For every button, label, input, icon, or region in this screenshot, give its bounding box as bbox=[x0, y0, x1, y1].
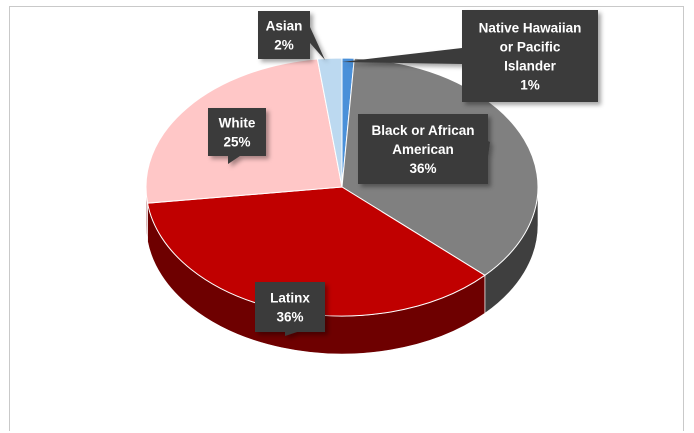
callout-asian: Asian 2% bbox=[258, 11, 325, 60]
callout-box bbox=[462, 10, 598, 102]
callout-black-or-african-american: Black or African American 36% bbox=[358, 114, 490, 184]
callout-box bbox=[255, 282, 325, 332]
data-label-category: or Pacific bbox=[500, 40, 561, 55]
callout-pointer bbox=[285, 332, 297, 336]
data-label-category: White bbox=[219, 116, 256, 131]
callout-box bbox=[258, 11, 310, 59]
callout-pointer bbox=[228, 156, 240, 164]
data-label-category: Latinx bbox=[270, 291, 310, 306]
data-label-percent: 25% bbox=[223, 135, 250, 150]
pie-slice-asian bbox=[316, 57, 343, 188]
data-label-percent: 1% bbox=[520, 78, 540, 93]
data-label-category: Black or African bbox=[371, 123, 474, 138]
callout-pointer bbox=[310, 27, 325, 60]
callout-native-hawaiian-or-pacific-islander: Native Hawaiian or Pacific Islander 1% bbox=[342, 10, 598, 102]
data-label-category: Native Hawaiian bbox=[479, 21, 582, 36]
data-label-percent: 2% bbox=[274, 38, 294, 53]
callout-box bbox=[208, 108, 266, 156]
data-label-percent: 36% bbox=[409, 161, 436, 176]
callouts: Native Hawaiian or Pacific Islander 1% Black… bbox=[208, 10, 598, 336]
callout-box bbox=[358, 114, 488, 184]
callout-pointer bbox=[342, 48, 462, 64]
data-label-category: Asian bbox=[266, 19, 303, 34]
callout-latinx: Latinx 36% bbox=[255, 282, 325, 336]
callout-white: White 25% bbox=[208, 108, 266, 164]
data-label-category: Islander bbox=[504, 59, 557, 74]
callout-pointer bbox=[488, 141, 490, 157]
data-label-category: American bbox=[392, 142, 454, 157]
data-label-percent: 36% bbox=[276, 310, 303, 325]
